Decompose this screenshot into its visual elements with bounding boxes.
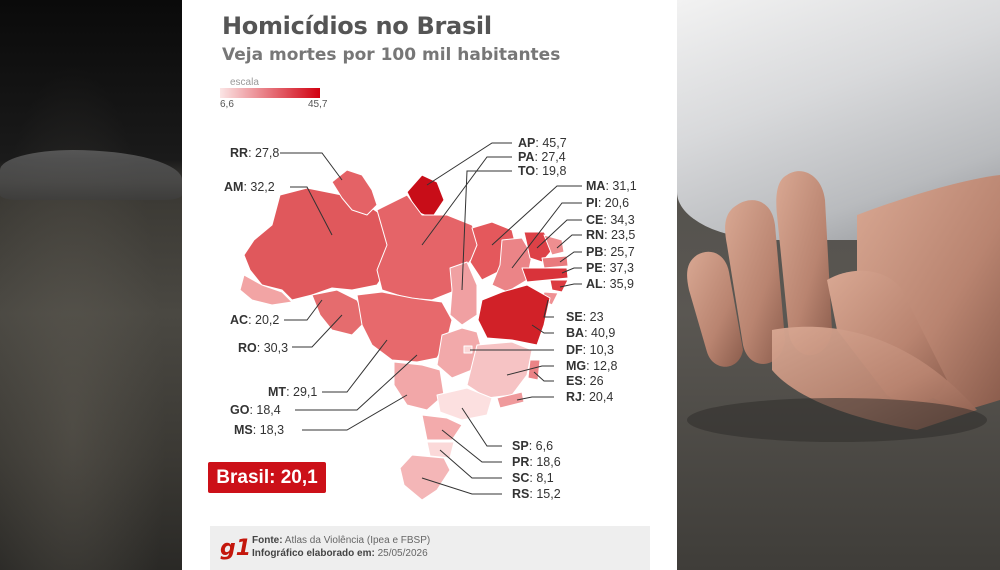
leader-to xyxy=(461,170,512,291)
state-ac xyxy=(239,274,293,306)
label-ce: CE: 34,3 xyxy=(586,213,635,227)
leader-sc xyxy=(439,449,502,479)
state-rs xyxy=(399,454,451,501)
label-ro: RO: 30,3 xyxy=(238,341,289,355)
label-pa: PA: 27,4 xyxy=(518,150,566,164)
leader-ac xyxy=(284,299,323,321)
label-ma: MA: 31,1 xyxy=(586,179,637,193)
page-subtitle: Veja mortes por 100 mil habitantes xyxy=(222,45,561,65)
state-pi xyxy=(491,237,533,293)
label-sp: SP: 6,6 xyxy=(512,439,554,453)
scale-label: escala xyxy=(230,77,259,88)
state-rn xyxy=(543,234,565,256)
label-am: AM: 32,2 xyxy=(224,180,275,194)
leader-mt xyxy=(322,339,388,393)
state-sp xyxy=(436,387,493,421)
leader-pe xyxy=(561,267,582,274)
state-rj xyxy=(496,391,525,409)
leader-ms xyxy=(302,394,408,431)
g1-logo: g1 xyxy=(220,536,252,561)
brazil-map xyxy=(239,142,582,501)
label-mt: MT: 29,1 xyxy=(268,385,318,399)
label-rj: RJ: 20,4 xyxy=(566,390,614,404)
label-to: TO: 19,8 xyxy=(518,164,567,178)
label-ap: AP: 45,7 xyxy=(518,136,567,150)
label-pr: PR: 18,6 xyxy=(512,455,561,469)
state-rr xyxy=(331,169,378,216)
infographic-panel: Homicídios no Brasil Veja mortes por 100… xyxy=(182,0,677,570)
footer: g1 Fonte: Atlas da Violência (Ipea e FBS… xyxy=(210,526,650,570)
brasil-total-badge: Brasil: 20,1 xyxy=(208,462,326,493)
state-ms xyxy=(393,361,445,411)
leader-rs xyxy=(421,477,502,495)
page-title: Homicídios no Brasil xyxy=(222,12,492,40)
state-to xyxy=(449,261,478,326)
background-photo-right xyxy=(677,0,1000,570)
label-rs: RS: 15,2 xyxy=(512,487,561,501)
leader-pi xyxy=(511,202,582,269)
label-es: ES: 26 xyxy=(566,374,604,388)
leader-pr xyxy=(441,429,502,463)
state-pb xyxy=(541,255,569,269)
leader-rr xyxy=(280,152,343,181)
label-ac: AC: 20,2 xyxy=(230,313,280,327)
label-rr: RR: 27,8 xyxy=(230,146,280,160)
leader-pb xyxy=(559,251,582,263)
label-se: SE: 23 xyxy=(566,310,604,324)
state-al xyxy=(549,279,569,293)
scale-min: 6,6 xyxy=(220,99,234,110)
scale-bar xyxy=(220,88,320,98)
leader-mg xyxy=(506,365,554,376)
label-ms: MS: 18,3 xyxy=(234,423,285,437)
leader-ro xyxy=(292,314,343,348)
leader-ce xyxy=(536,219,582,249)
label-pb: PB: 25,7 xyxy=(586,245,635,259)
label-df: DF: 10,3 xyxy=(566,343,614,357)
state-pr xyxy=(421,414,463,441)
scale-max: 45,7 xyxy=(308,99,328,110)
label-pe: PE: 37,3 xyxy=(586,261,634,275)
label-go: GO: 18,4 xyxy=(230,403,281,417)
state-mt xyxy=(356,291,453,363)
background-photo-left xyxy=(0,0,182,570)
leader-sp xyxy=(461,407,502,447)
label-mg: MG: 12,8 xyxy=(566,359,618,373)
hand-illustration xyxy=(687,171,1000,442)
state-ro xyxy=(311,289,368,336)
leader-ba xyxy=(531,324,554,334)
leader-go xyxy=(295,354,418,411)
leader-rn xyxy=(556,234,582,249)
infographic-date: Infográfico elaborado em: 25/05/2026 xyxy=(252,548,428,559)
label-al: AL: 35,9 xyxy=(586,277,634,291)
leader-al xyxy=(559,283,582,288)
leader-es xyxy=(533,371,554,382)
state-pe xyxy=(521,267,569,283)
leader-pa xyxy=(421,156,512,246)
state-es xyxy=(527,359,541,381)
label-pi: PI: 20,6 xyxy=(586,196,630,210)
label-sc: SC: 8,1 xyxy=(512,471,554,485)
source-credit: Fonte: Atlas da Violência (Ipea e FBSP) xyxy=(252,535,431,546)
leader-se xyxy=(543,299,554,318)
leader-rj xyxy=(516,396,554,401)
label-rn: RN: 23,5 xyxy=(586,228,636,242)
leader-ap xyxy=(426,142,512,186)
leader-ma xyxy=(491,185,582,246)
label-ba: BA: 40,9 xyxy=(566,326,616,340)
sheet-edge xyxy=(0,150,182,200)
state-ba xyxy=(477,284,551,346)
leader-am xyxy=(290,186,333,236)
